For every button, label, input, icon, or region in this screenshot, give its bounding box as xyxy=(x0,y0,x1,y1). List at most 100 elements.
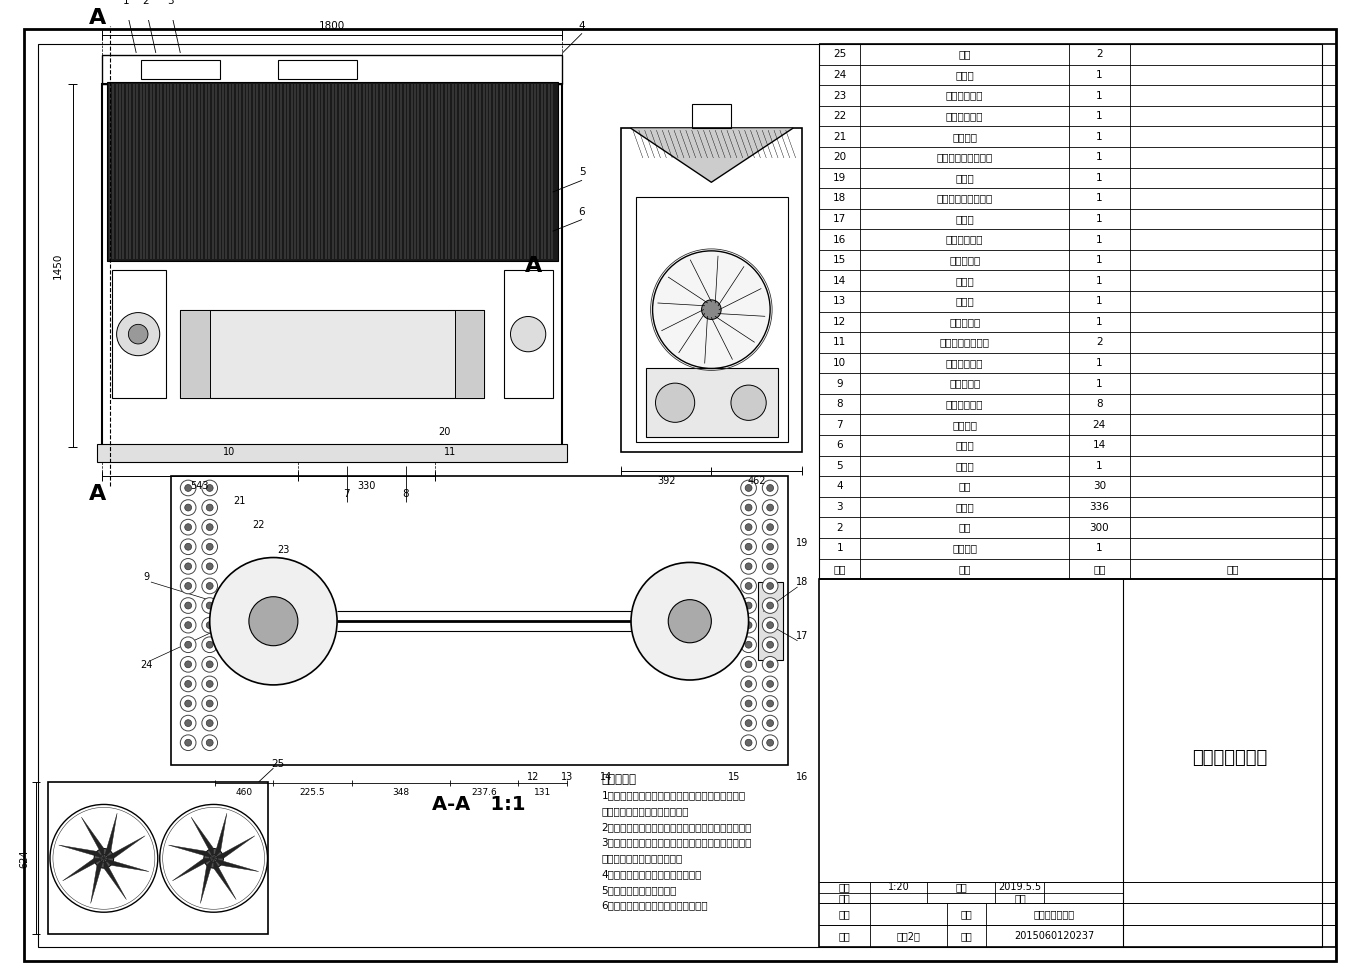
Circle shape xyxy=(767,583,774,589)
Text: 13: 13 xyxy=(562,772,574,782)
Circle shape xyxy=(181,519,196,535)
Bar xyxy=(503,271,552,398)
Circle shape xyxy=(185,621,192,628)
Circle shape xyxy=(767,681,774,687)
Text: 1: 1 xyxy=(1096,111,1103,121)
Bar xyxy=(454,310,484,398)
Circle shape xyxy=(767,504,774,511)
Text: 批阅: 批阅 xyxy=(839,893,850,903)
Circle shape xyxy=(741,480,756,496)
Circle shape xyxy=(201,578,218,594)
Circle shape xyxy=(767,700,774,707)
Text: 19: 19 xyxy=(834,173,846,183)
Text: 学号: 学号 xyxy=(960,931,972,941)
Circle shape xyxy=(185,563,192,570)
Circle shape xyxy=(181,716,196,731)
Circle shape xyxy=(185,523,192,530)
Circle shape xyxy=(185,720,192,726)
Text: 储液器出口管: 储液器出口管 xyxy=(945,235,983,245)
Polygon shape xyxy=(91,858,103,903)
Circle shape xyxy=(745,544,752,551)
Text: 20: 20 xyxy=(439,427,452,437)
Circle shape xyxy=(185,485,192,491)
Text: 16: 16 xyxy=(834,235,846,245)
Text: 4: 4 xyxy=(579,20,585,30)
Circle shape xyxy=(207,583,214,589)
Text: 备注: 备注 xyxy=(1227,564,1239,574)
Text: 1: 1 xyxy=(1096,543,1103,553)
Circle shape xyxy=(207,485,214,491)
Circle shape xyxy=(185,661,192,668)
Polygon shape xyxy=(103,836,146,858)
Polygon shape xyxy=(173,858,214,881)
Circle shape xyxy=(763,656,778,672)
Text: 翅片: 翅片 xyxy=(959,522,971,533)
Text: 1: 1 xyxy=(1096,193,1103,204)
Text: 225.5: 225.5 xyxy=(299,788,325,797)
Text: 10: 10 xyxy=(834,358,846,368)
Bar xyxy=(102,84,563,447)
Circle shape xyxy=(185,504,192,511)
Polygon shape xyxy=(58,845,103,858)
Circle shape xyxy=(209,557,337,685)
Polygon shape xyxy=(103,858,126,899)
Text: 数量: 数量 xyxy=(1093,564,1106,574)
Text: 14: 14 xyxy=(834,276,846,285)
Text: 成绩: 成绩 xyxy=(1015,893,1025,903)
Text: 热力膨胀阀: 热力膨胀阀 xyxy=(949,255,981,265)
Circle shape xyxy=(94,849,114,868)
Circle shape xyxy=(741,637,756,653)
Text: 21: 21 xyxy=(834,132,846,142)
Circle shape xyxy=(741,735,756,751)
Text: 8: 8 xyxy=(1096,399,1103,409)
Circle shape xyxy=(181,618,196,633)
Text: 12: 12 xyxy=(526,772,539,782)
Text: 5: 5 xyxy=(579,167,585,178)
Text: 2: 2 xyxy=(1096,50,1103,59)
Text: 11: 11 xyxy=(834,338,846,348)
Text: 1: 1 xyxy=(1096,379,1103,388)
Circle shape xyxy=(745,485,752,491)
Circle shape xyxy=(201,676,218,691)
Text: 13: 13 xyxy=(834,296,846,306)
Text: 干燥过滤器: 干燥过滤器 xyxy=(949,317,981,327)
Circle shape xyxy=(201,656,218,672)
Text: 分液管: 分液管 xyxy=(955,440,974,451)
Bar xyxy=(692,104,730,128)
Text: 5: 5 xyxy=(836,461,843,471)
Circle shape xyxy=(181,637,196,653)
Circle shape xyxy=(767,621,774,628)
Text: 6、所有管道均不应与其他零件摩擦。: 6、所有管道均不应与其他零件摩擦。 xyxy=(601,900,709,911)
Circle shape xyxy=(741,618,756,633)
Circle shape xyxy=(207,504,214,511)
Text: A-A   1:1: A-A 1:1 xyxy=(432,795,526,814)
Circle shape xyxy=(201,735,218,751)
Circle shape xyxy=(101,854,107,862)
Text: 17: 17 xyxy=(797,631,809,641)
Circle shape xyxy=(201,716,218,731)
Circle shape xyxy=(510,317,545,352)
Text: 名称: 名称 xyxy=(959,564,971,574)
Text: A: A xyxy=(88,8,106,27)
Circle shape xyxy=(767,720,774,726)
Text: 电磁阀: 电磁阀 xyxy=(955,276,974,285)
Text: 348: 348 xyxy=(392,788,409,797)
Polygon shape xyxy=(169,845,214,858)
Text: 21: 21 xyxy=(233,496,245,506)
Text: 15: 15 xyxy=(728,772,740,782)
Circle shape xyxy=(201,519,218,535)
Text: 3: 3 xyxy=(167,0,174,6)
Text: 30: 30 xyxy=(1093,482,1106,491)
Polygon shape xyxy=(103,813,117,858)
Text: 543: 543 xyxy=(190,481,209,491)
Circle shape xyxy=(201,558,218,574)
Text: 8: 8 xyxy=(836,399,843,409)
Circle shape xyxy=(249,597,298,646)
Text: 3、装配时应严防水分、杂物及金属屑等进入压缩机、: 3、装配时应严防水分、杂物及金属屑等进入压缩机、 xyxy=(601,838,752,848)
Text: 蒸发器出气管: 蒸发器出气管 xyxy=(945,358,983,368)
Circle shape xyxy=(185,700,192,707)
Circle shape xyxy=(207,563,214,570)
Polygon shape xyxy=(200,858,214,903)
Circle shape xyxy=(181,578,196,594)
Text: 4: 4 xyxy=(836,482,843,491)
